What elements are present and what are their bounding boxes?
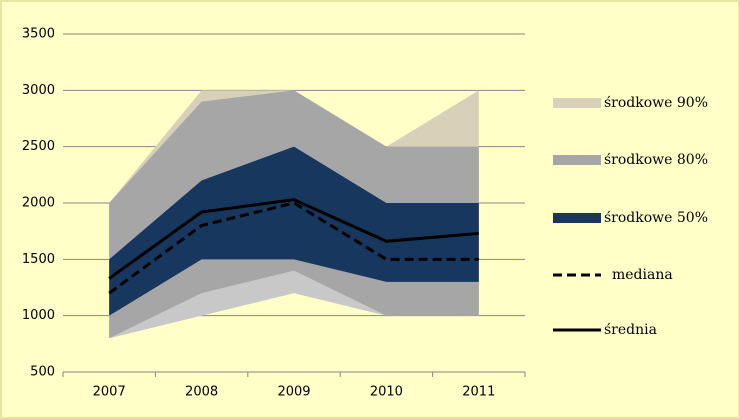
legend-label: środkowe 50%: [604, 210, 708, 226]
y-tick-label: 1500: [22, 252, 55, 267]
y-tick-label: 3500: [22, 27, 55, 42]
y-tick-label: 500: [30, 365, 55, 380]
x-tick-label: 2008: [185, 385, 218, 400]
legend-label: środkowe 80%: [604, 152, 708, 168]
legend-swatch: [553, 98, 601, 108]
band-area: [109, 146, 479, 316]
legend-swatch: [553, 155, 601, 165]
y-tick-label: 2000: [22, 196, 55, 211]
legend-label: średnia: [604, 322, 657, 338]
y-tick-label: 1000: [22, 308, 55, 323]
series-line: [108, 198, 479, 280]
x-tick-label: 2010: [370, 385, 403, 400]
x-tick-label: 2011: [462, 385, 495, 400]
legend-label: środkowe 90%: [604, 95, 708, 111]
band-lower-area: [109, 270, 479, 339]
legend-label: mediana: [612, 267, 673, 283]
x-tick-label: 2007: [93, 385, 126, 400]
y-tick-label: 2500: [22, 139, 55, 154]
series-line: [108, 201, 479, 295]
y-tick-label: 3000: [22, 83, 55, 98]
x-tick-label: 2009: [277, 385, 310, 400]
legend-swatch: [553, 213, 601, 223]
